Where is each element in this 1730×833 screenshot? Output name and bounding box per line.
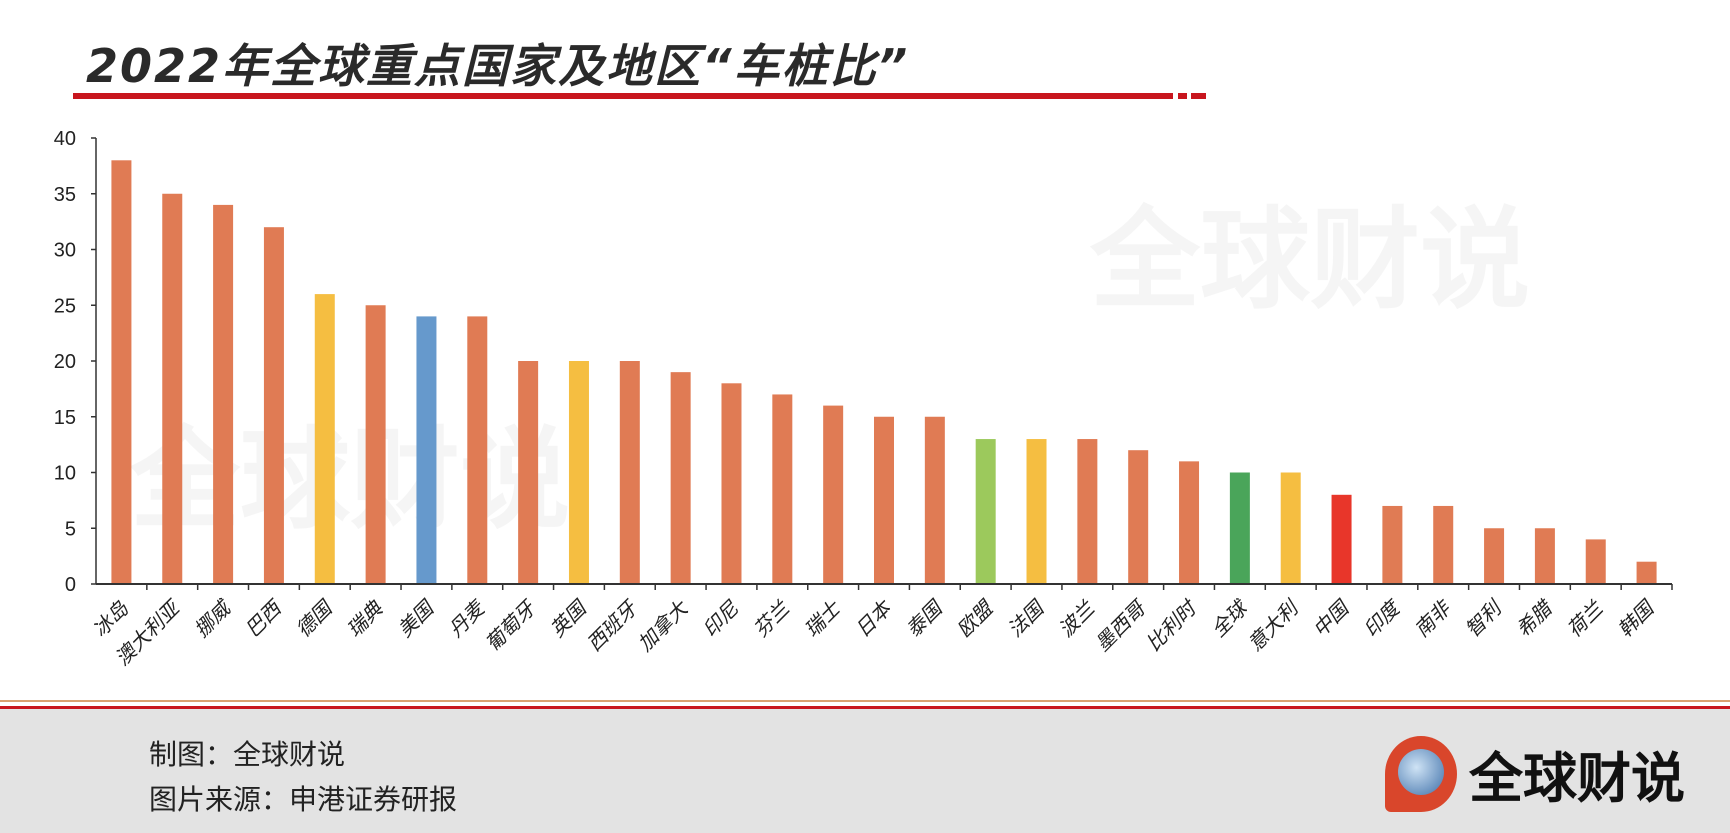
y-tick-label: 0 — [65, 574, 76, 596]
bar-荷兰 — [1585, 539, 1606, 584]
bar-法国 — [1026, 439, 1047, 584]
x-tick-label: 荷兰 — [1562, 595, 1609, 642]
bar-全球 — [1229, 472, 1250, 584]
y-tick-label: 40 — [54, 128, 76, 150]
bar-意大利 — [1280, 472, 1301, 584]
y-tick-label: 20 — [54, 351, 76, 373]
footer-divider-red — [0, 706, 1730, 709]
x-tick-label: 意大利 — [1243, 594, 1305, 656]
bar-澳大利亚 — [162, 193, 183, 584]
bar-中国 — [1331, 494, 1352, 584]
x-tick-label: 加拿大 — [633, 595, 694, 656]
bar-芬兰 — [772, 394, 793, 584]
bar-冰岛 — [111, 160, 132, 585]
x-tick-label: 德国 — [291, 594, 338, 641]
bar-加拿大 — [670, 372, 691, 584]
title-underline — [73, 93, 1173, 99]
bar-智利 — [1484, 528, 1505, 584]
x-tick-label: 韩国 — [1613, 594, 1660, 641]
y-tick-label: 30 — [54, 240, 76, 262]
credit-line: 制图：全球财说 — [149, 738, 346, 771]
bar-韩国 — [1636, 561, 1657, 584]
x-tick-label: 印尼 — [698, 595, 745, 642]
bar-西班牙 — [619, 361, 640, 584]
x-tick-label: 比利时 — [1141, 594, 1203, 656]
x-tick-label: 智利 — [1460, 594, 1507, 641]
x-tick-label: 葡萄牙 — [480, 595, 541, 656]
brand-logo: 全球财说 — [1385, 734, 1685, 813]
bar-比利时 — [1179, 461, 1200, 584]
x-tick-label: 法国 — [1003, 594, 1050, 641]
x-tick-label: 希腊 — [1511, 594, 1558, 641]
x-tick-label: 欧盟 — [952, 595, 999, 642]
bar-美国 — [416, 316, 437, 584]
y-tick-label: 15 — [54, 407, 76, 429]
bar-巴西 — [263, 227, 284, 584]
bar-欧盟 — [975, 439, 996, 584]
x-tick-label: 西班牙 — [582, 595, 643, 656]
bar-印尼 — [721, 383, 742, 584]
bar-瑞典 — [365, 305, 386, 584]
chart-title: 2022年全球重点国家及地区“车桩比” — [86, 39, 910, 93]
x-tick-label: 巴西 — [240, 594, 287, 641]
bar-英国 — [568, 361, 589, 584]
x-tick-label: 瑞士 — [799, 595, 846, 642]
x-tick-label: 芬兰 — [749, 595, 796, 642]
bar-希腊 — [1534, 528, 1555, 584]
bar-南非 — [1433, 505, 1454, 584]
y-tick-label: 35 — [54, 184, 76, 206]
x-tick-label: 挪威 — [189, 594, 236, 641]
footer-divider — [0, 700, 1730, 702]
bar-墨西哥 — [1128, 450, 1149, 584]
title-underline-dash — [1191, 93, 1206, 99]
source-line: 图片来源：申港证券研报 — [149, 783, 458, 816]
y-tick-label: 25 — [54, 295, 76, 317]
title-underline-dash — [1178, 93, 1187, 99]
y-tick-label: 10 — [54, 463, 76, 485]
bar-印度 — [1382, 505, 1403, 584]
x-tick-label: 中国 — [1308, 594, 1355, 641]
logo-text: 全球财说 — [1469, 747, 1685, 810]
x-tick-label: 日本 — [850, 595, 897, 642]
bar-德国 — [314, 294, 335, 584]
bar-挪威 — [213, 204, 234, 584]
bar-波兰 — [1077, 439, 1098, 584]
x-tick-label: 泰国 — [901, 594, 948, 641]
bar-葡萄牙 — [518, 361, 539, 584]
bar-瑞士 — [823, 405, 844, 584]
x-tick-label: 印度 — [1359, 594, 1406, 641]
x-tick-label: 南非 — [1410, 594, 1457, 641]
x-tick-label: 冰岛 — [88, 596, 134, 642]
bar-日本 — [874, 416, 894, 584]
x-tick-label: 美国 — [393, 594, 440, 641]
bar-泰国 — [924, 416, 945, 584]
globe-logo-icon — [1385, 735, 1457, 812]
x-tick-label: 瑞典 — [342, 596, 388, 642]
x-tick-label: 墨西哥 — [1090, 594, 1152, 656]
bar-丹麦 — [467, 316, 488, 584]
y-tick-label: 5 — [65, 518, 76, 540]
